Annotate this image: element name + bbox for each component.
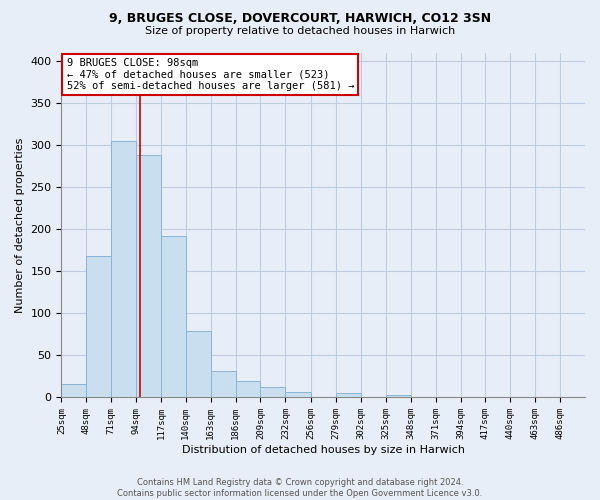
Bar <box>485 396 511 398</box>
Bar <box>136 155 161 398</box>
Bar <box>236 382 260 398</box>
X-axis label: Distribution of detached houses by size in Harwich: Distribution of detached houses by size … <box>182 445 465 455</box>
Bar <box>161 236 186 398</box>
Text: Size of property relative to detached houses in Harwich: Size of property relative to detached ho… <box>145 26 455 36</box>
Bar <box>61 384 86 398</box>
Bar <box>260 386 286 398</box>
Text: 9 BRUGES CLOSE: 98sqm
← 47% of detached houses are smaller (523)
52% of semi-det: 9 BRUGES CLOSE: 98sqm ← 47% of detached … <box>67 58 354 91</box>
Bar <box>286 392 311 398</box>
Bar <box>535 396 560 398</box>
Y-axis label: Number of detached properties: Number of detached properties <box>15 138 25 312</box>
Bar <box>86 256 111 398</box>
Bar <box>386 395 411 398</box>
Bar <box>211 370 236 398</box>
Text: Contains HM Land Registry data © Crown copyright and database right 2024.
Contai: Contains HM Land Registry data © Crown c… <box>118 478 482 498</box>
Bar <box>111 141 136 398</box>
Bar <box>336 394 361 398</box>
Bar <box>186 331 211 398</box>
Text: 9, BRUGES CLOSE, DOVERCOURT, HARWICH, CO12 3SN: 9, BRUGES CLOSE, DOVERCOURT, HARWICH, CO… <box>109 12 491 26</box>
